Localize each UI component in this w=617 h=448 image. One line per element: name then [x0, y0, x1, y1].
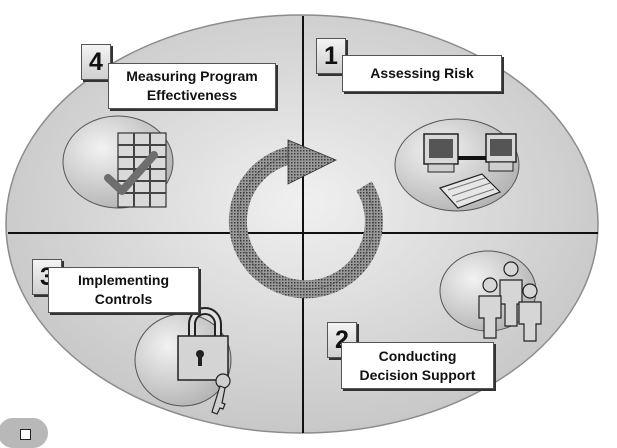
step-2-label-line-1: Conducting	[378, 347, 457, 364]
step-4-label: Measuring Program Effectiveness	[108, 63, 276, 109]
computers-icon	[394, 118, 520, 212]
cycle-arrow-icon	[228, 139, 383, 299]
step-1-label-line-1: Assessing Risk	[370, 65, 474, 81]
step-1-label: Assessing Risk	[342, 55, 502, 92]
checklist-icon	[62, 115, 174, 209]
step-3-label: Implementing Controls	[48, 267, 199, 313]
step-3-label-line-1: Implementing	[77, 272, 169, 288]
step-4-label-line-2: Effectiveness	[146, 87, 238, 103]
people-group-icon	[439, 250, 542, 342]
step-3-label-line-2: Controls	[94, 291, 153, 307]
square-icon	[20, 429, 31, 440]
step-2-label: Conducting Decision Support	[341, 342, 494, 389]
step-4-label-line-1: Measuring Program	[126, 68, 258, 84]
step-2-label-line-2: Decision Support	[359, 366, 476, 383]
step-4-number: 4	[81, 44, 111, 80]
padlock-icon	[134, 307, 232, 415]
